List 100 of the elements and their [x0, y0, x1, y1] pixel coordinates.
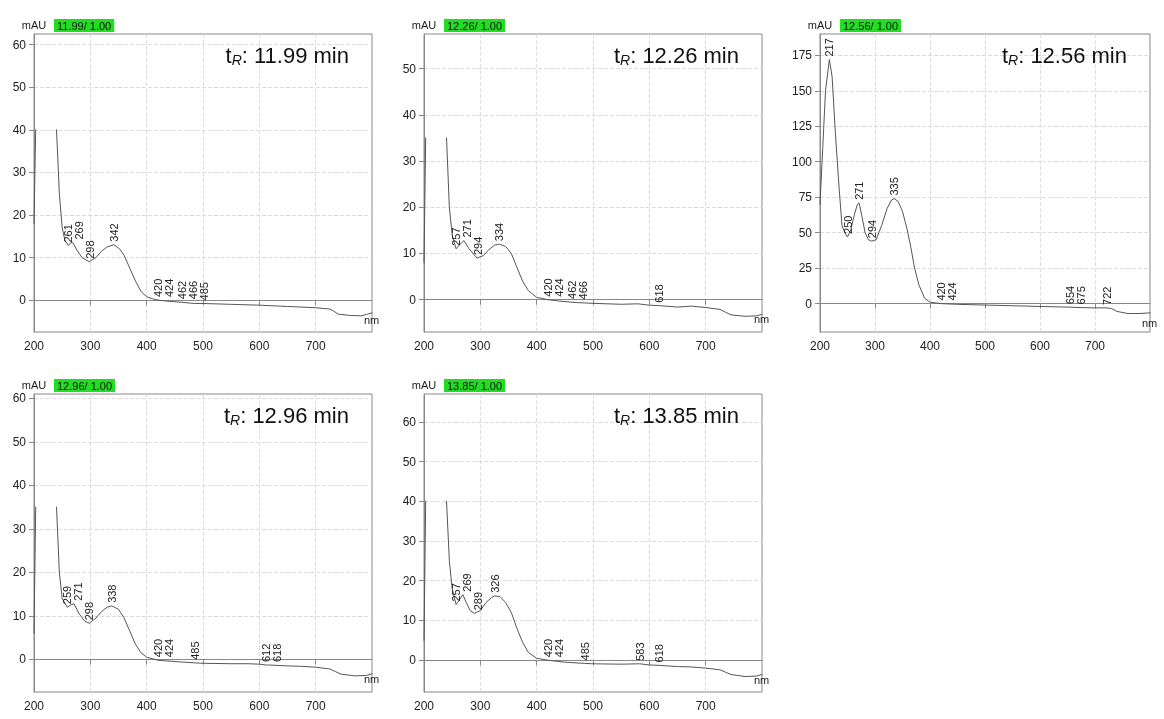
y-tick-label: 50 — [402, 61, 417, 76]
annotation: 583 — [633, 642, 646, 661]
y-tick-label: 40 — [402, 107, 417, 122]
y-tick-label: 0 — [19, 652, 27, 667]
annotation: 294 — [472, 236, 485, 256]
x-axis-title: nm — [1142, 317, 1158, 330]
x-tick-label: 400 — [526, 699, 547, 713]
annotation: 420 — [151, 638, 164, 658]
annotation: 424 — [552, 638, 565, 658]
annotation: 424 — [162, 638, 175, 658]
y-tick-label: 30 — [12, 165, 27, 180]
x-tick-label: 200 — [23, 339, 45, 353]
x-tick-label: 700 — [305, 699, 326, 713]
annotation: 424 — [946, 282, 958, 301]
y-axis-title: mAU — [411, 378, 437, 391]
x-tick-label: 400 — [919, 339, 941, 353]
annotation: 485 — [578, 642, 591, 661]
annotation: 612 — [260, 643, 273, 663]
chart-title: tR: 13.85 min — [613, 402, 739, 428]
x-tick-label: 400 — [136, 339, 157, 353]
annotation: 420 — [541, 638, 554, 658]
x-tick-label: 600 — [249, 339, 270, 353]
x-tick-label: 300 — [80, 699, 101, 713]
annotation: 654 — [1063, 285, 1076, 305]
y-tick-label: 30 — [402, 534, 417, 549]
x-tick-label: 500 — [974, 339, 996, 353]
x-tick-label: 700 — [305, 339, 326, 353]
y-tick-label: 50 — [798, 225, 813, 240]
y-axis-title: mAU — [807, 18, 833, 31]
x-tick-label: 300 — [80, 339, 101, 353]
annotation: 334 — [493, 222, 506, 242]
y-tick-label: 50 — [12, 80, 27, 95]
x-tick-label: 700 — [695, 699, 716, 713]
x-tick-label: 500 — [192, 699, 214, 713]
x-tick-label: 700 — [1084, 339, 1106, 353]
annotation: 326 — [488, 574, 501, 593]
chart-title: tR: 12.26 min — [613, 42, 739, 68]
y-tick-label: 40 — [12, 478, 27, 493]
y-tick-label: 150 — [791, 83, 813, 98]
annotation: 217 — [823, 38, 836, 57]
y-tick-label: 0 — [19, 293, 27, 308]
y-axis-title: mAU — [21, 378, 47, 391]
x-tick-label: 500 — [192, 339, 214, 353]
y-tick-label: 30 — [12, 521, 27, 536]
y-tick-label: 40 — [402, 494, 417, 509]
annotation: 485 — [197, 282, 210, 301]
y-axis-title: mAU — [21, 18, 47, 31]
x-tick-label: 500 — [582, 699, 604, 713]
x-tick-label: 200 — [413, 699, 435, 713]
x-tick-label: 200 — [809, 339, 831, 353]
x-tick-label: 200 — [23, 699, 45, 713]
x-tick-label: 400 — [136, 699, 157, 713]
y-tick-label: 100 — [791, 154, 813, 169]
text: 12.26/ 1.00 — [447, 19, 503, 32]
annotation: 466 — [576, 281, 589, 300]
text: 13.85/ 1.00 — [447, 379, 503, 392]
y-tick-label: 50 — [12, 434, 27, 449]
chart-title: tR: 12.56 min — [1001, 42, 1127, 68]
y-tick-label: 10 — [12, 608, 27, 623]
y-tick-label: 175 — [791, 48, 813, 63]
annotation: 420 — [541, 278, 554, 297]
annotation: 261 — [62, 224, 75, 243]
annotation: 257 — [450, 583, 463, 602]
x-axis-title: nm — [754, 313, 770, 326]
annotation: 259 — [61, 585, 74, 605]
chart-title: tR: 12.96 min — [223, 402, 349, 428]
y-tick-label: 0 — [409, 653, 417, 668]
y-axis-title: mAU — [411, 18, 437, 31]
x-tick-label: 400 — [526, 339, 547, 353]
annotation: 618 — [653, 284, 666, 303]
annotation: 298 — [84, 240, 97, 259]
annotation: 462 — [175, 280, 188, 300]
x-tick-label: 600 — [249, 699, 270, 713]
x-tick-label: 500 — [582, 339, 604, 353]
y-tick-label: 20 — [402, 573, 417, 588]
y-tick-label: 10 — [12, 250, 27, 265]
annotation: 271 — [461, 219, 474, 238]
annotation: 424 — [552, 278, 565, 297]
annotation: 342 — [107, 223, 120, 242]
annotation: 289 — [472, 591, 485, 611]
x-tick-label: 200 — [413, 339, 435, 353]
y-tick-label: 60 — [12, 391, 27, 406]
annotation: 298 — [83, 601, 96, 621]
y-tick-label: 25 — [798, 261, 813, 276]
x-axis-title: nm — [364, 672, 380, 685]
y-tick-label: 40 — [12, 122, 27, 137]
annotation: 462 — [565, 280, 578, 299]
y-tick-label: 10 — [402, 246, 417, 261]
annotation: 618 — [653, 644, 666, 663]
x-axis-title: nm — [754, 673, 770, 686]
annotation: 250 — [841, 215, 854, 234]
y-tick-label: 20 — [12, 207, 27, 222]
annotation: 675 — [1075, 286, 1088, 305]
chart-title: tR: 11.99 min — [225, 42, 350, 68]
text: 12.56/ 1.00 — [843, 19, 899, 32]
y-tick-label: 60 — [402, 414, 417, 429]
x-tick-label: 700 — [695, 339, 716, 353]
annotation: 335 — [888, 177, 901, 196]
x-tick-label: 600 — [639, 699, 660, 713]
annotation: 271 — [853, 181, 866, 200]
